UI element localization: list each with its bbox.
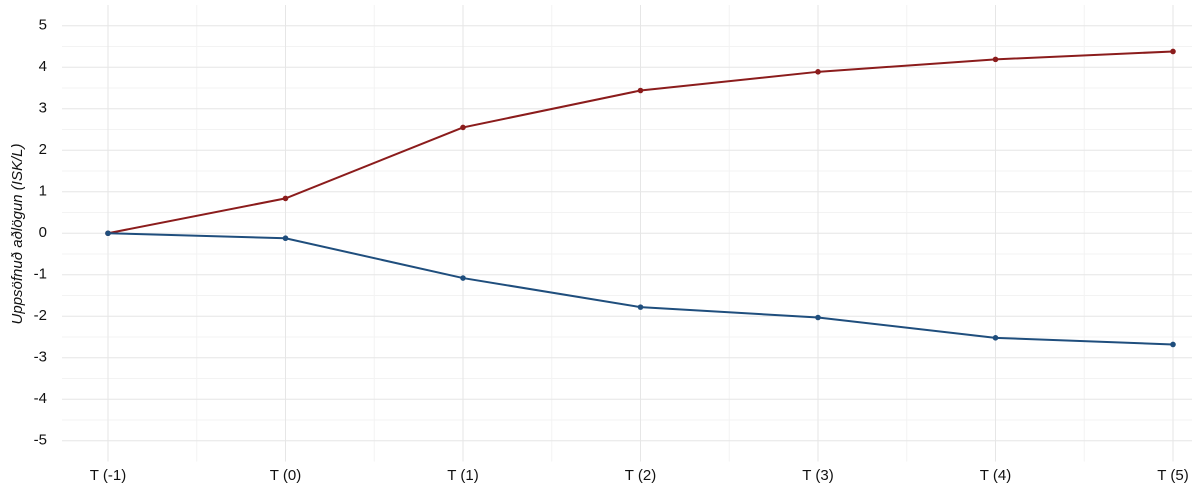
y-tick-label: -3 bbox=[34, 349, 47, 366]
data-point bbox=[105, 230, 111, 237]
y-tick-label: 4 bbox=[39, 58, 47, 75]
x-tick-label: T (0) bbox=[270, 467, 301, 484]
data-point bbox=[637, 87, 644, 94]
data-point bbox=[460, 275, 466, 281]
x-tick-label: T (2) bbox=[625, 467, 656, 484]
y-tick-label: 0 bbox=[39, 224, 47, 241]
y-tick-label: -1 bbox=[34, 266, 47, 283]
y-tick-label: 2 bbox=[39, 141, 47, 158]
y-axis-title: Uppsöfnuð aðlögun (ISK/L) bbox=[9, 144, 26, 325]
y-tick-label: 5 bbox=[39, 17, 47, 34]
x-tick-label: T (1) bbox=[447, 467, 478, 484]
x-tick-label: T (5) bbox=[1157, 467, 1188, 484]
data-point bbox=[637, 304, 644, 310]
y-tick-label: -5 bbox=[34, 432, 47, 449]
y-tick-label: 1 bbox=[39, 183, 47, 200]
data-point bbox=[282, 235, 289, 242]
data-point bbox=[992, 56, 999, 63]
x-tick-label: T (3) bbox=[802, 467, 833, 484]
y-tick-label: 3 bbox=[39, 100, 47, 117]
x-tick-label: T (-1) bbox=[90, 467, 126, 484]
y-tick-label: -4 bbox=[34, 390, 47, 407]
data-point bbox=[1170, 48, 1176, 55]
data-point bbox=[1170, 341, 1176, 348]
data-point bbox=[992, 335, 999, 341]
data-point bbox=[815, 69, 821, 75]
data-point bbox=[815, 314, 821, 321]
y-tick-label: -2 bbox=[34, 307, 47, 324]
x-tick-label: T (4) bbox=[980, 467, 1011, 484]
data-point bbox=[460, 124, 466, 131]
data-point bbox=[282, 195, 289, 202]
